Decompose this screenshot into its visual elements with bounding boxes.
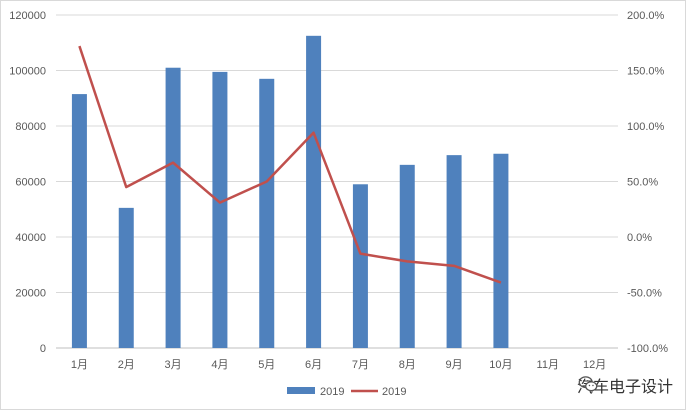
legend-label-bar: 2019 [320,386,344,398]
x-tick-label: 9月 [446,359,463,371]
bar [71,94,87,349]
x-tick-label: 12月 [583,359,606,371]
x-axis: 1月 2月 3月 4月 5月 6月 7月 8月 9月 10月 11月 12月 [71,359,606,371]
x-tick-label: 7月 [352,359,369,371]
right-tick-label: 100.0% [627,121,665,133]
left-tick-label: 60000 [15,177,46,189]
left-tick-label: 20000 [15,288,46,300]
right-tick-label: -100.0% [627,343,668,355]
wechat-icon [578,376,598,392]
bar-series [71,35,509,349]
bar [118,207,134,348]
bar [399,164,415,348]
watermark-text: 汽车电子设计 [576,379,673,396]
right-tick-label: 200.0% [627,10,665,22]
bar [259,78,275,348]
watermark: 汽车电子设计 [577,373,673,397]
bar [212,71,228,348]
right-tick-label: 150.0% [627,66,665,78]
x-tick-label: 6月 [305,359,322,371]
bar [352,184,368,348]
x-tick-label: 4月 [211,359,228,371]
x-tick-label: 10月 [489,359,512,371]
bar [446,155,462,348]
bar [165,67,181,348]
legend-swatch-bar [287,387,315,394]
left-y-axis: 0 20000 40000 60000 80000 100000 120000 [9,10,46,355]
bar [493,153,509,348]
x-tick-label: 8月 [399,359,416,371]
right-tick-label: 0.0% [627,232,652,244]
bar [306,35,322,348]
legend-label-line: 2019 [382,386,406,398]
right-tick-label: -50.0% [627,288,662,300]
left-tick-label: 120000 [9,10,46,22]
line-series-path [78,45,502,284]
legend: 2019 2019 [287,386,406,398]
right-y-axis: -100.0% -50.0% 0.0% 50.0% 100.0% 150.0% 200.0% [627,10,668,355]
left-tick-label: 40000 [15,232,46,244]
x-tick-label: 11月 [537,359,559,371]
x-tick-label: 1月 [71,359,88,371]
left-tick-label: 0 [40,343,46,355]
x-tick-label: 3月 [165,359,182,371]
left-tick-label: 80000 [15,121,46,133]
grid-lines [56,14,618,349]
right-tick-label: 50.0% [627,177,658,189]
line-series [78,45,502,284]
x-tick-label: 2月 [118,359,135,371]
x-tick-label: 5月 [258,359,275,371]
left-tick-label: 100000 [9,66,46,78]
